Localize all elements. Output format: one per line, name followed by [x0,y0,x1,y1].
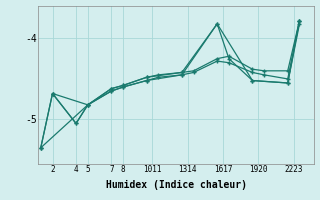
X-axis label: Humidex (Indice chaleur): Humidex (Indice chaleur) [106,180,246,190]
